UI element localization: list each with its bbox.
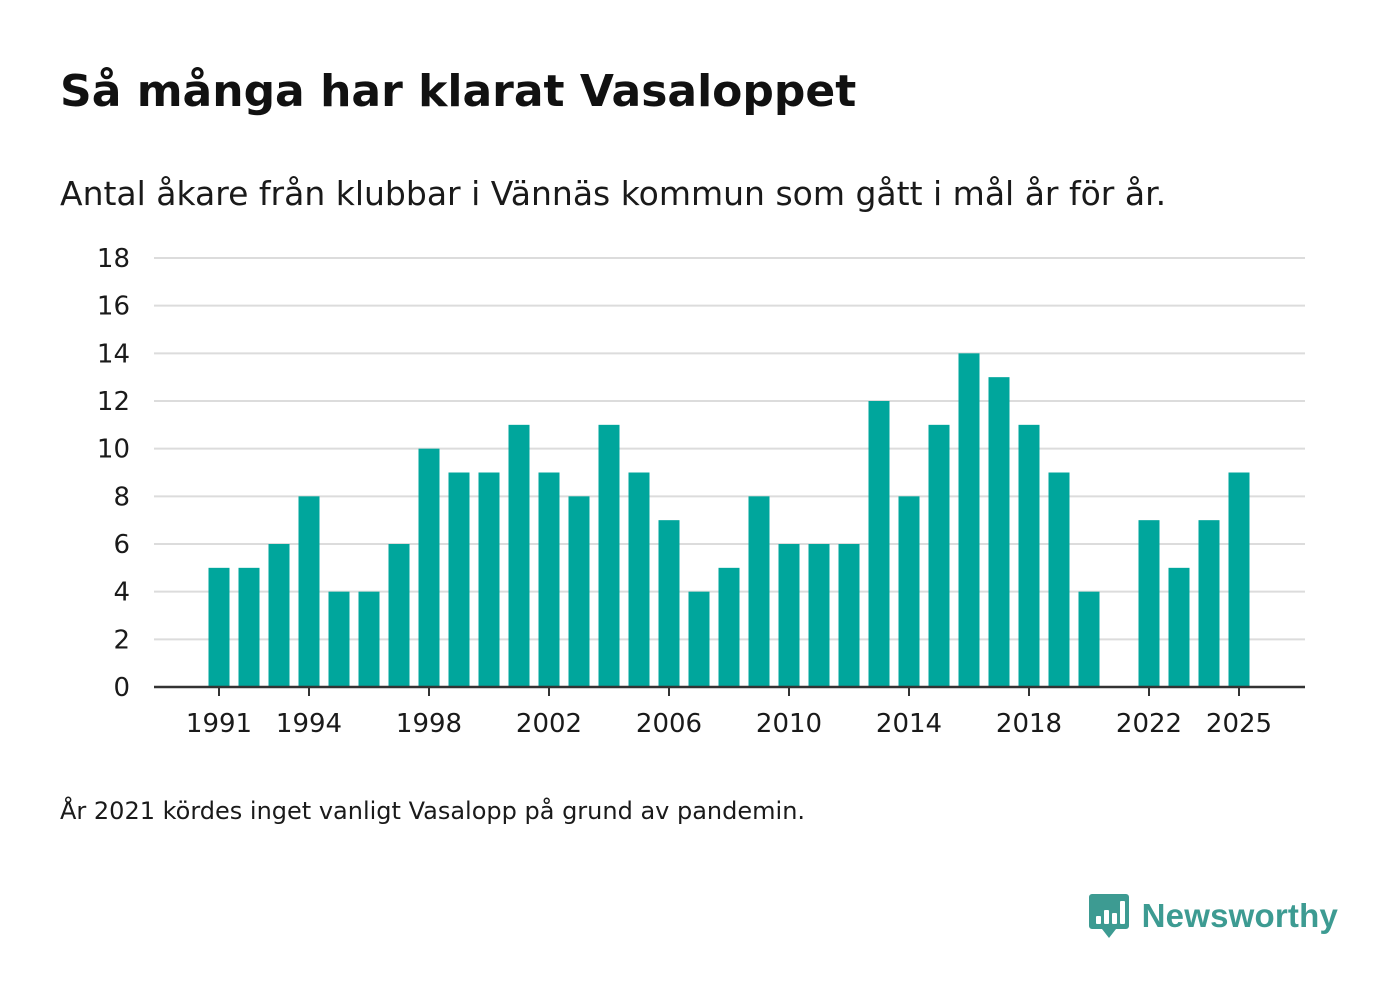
- bar-1992: [238, 567, 260, 687]
- bar-2013: [868, 401, 890, 687]
- bar-2017: [988, 377, 1010, 687]
- x-axis-tick-labels: 1991 1994 1998 2002 2006 2010 2014 2018 2022 2025: [186, 709, 1272, 739]
- bar-1996: [358, 591, 380, 687]
- bar-2007: [688, 591, 710, 687]
- x-tick-label-1991: 1991: [186, 709, 252, 739]
- bar-2025: [1228, 472, 1250, 687]
- x-tick-label-2006: 2006: [636, 709, 702, 739]
- bar-2014: [898, 496, 920, 687]
- x-tick-label-1998: 1998: [396, 709, 462, 739]
- bar-2015: [928, 424, 950, 687]
- brand-logo[interactable]: Newsworthy: [1088, 892, 1338, 940]
- bar-2008: [718, 567, 740, 687]
- x-tick-label-2025: 2025: [1206, 709, 1272, 739]
- bar-2020: [1078, 591, 1100, 687]
- x-tick-label-2018: 2018: [996, 709, 1062, 739]
- bar-2022: [1138, 520, 1160, 687]
- bar-2004: [598, 424, 620, 687]
- bar-2006: [658, 520, 680, 687]
- bar-1993: [268, 544, 290, 687]
- bar-1995: [328, 591, 350, 687]
- bar-2012: [838, 544, 860, 687]
- y-tick-label-4: 4: [113, 578, 130, 608]
- chart-subtitle: Antal åkare från klubbar i Vännäs kommun…: [60, 174, 1167, 213]
- x-tick-label-2002: 2002: [516, 709, 582, 739]
- bar-2003: [568, 496, 590, 687]
- x-tick-label-2022: 2022: [1116, 709, 1182, 739]
- footnote: År 2021 kördes inget vanligt Vasalopp på…: [60, 797, 806, 825]
- x-tick-label-2014: 2014: [876, 709, 942, 739]
- y-tick-label-12: 12: [97, 387, 130, 417]
- bar-2024: [1198, 520, 1220, 687]
- bar-2001: [508, 424, 530, 687]
- bar-1998: [418, 448, 440, 687]
- bar-2000: [478, 472, 500, 687]
- bar-2009: [748, 496, 770, 687]
- y-tick-label-6: 6: [113, 530, 130, 560]
- bar-1991: [208, 567, 230, 687]
- bar-2002: [538, 472, 560, 687]
- x-axis: [154, 685, 1305, 696]
- y-tick-label-14: 14: [97, 339, 130, 369]
- y-tick-label-10: 10: [97, 435, 130, 465]
- bars: [208, 353, 1250, 687]
- bar-1994: [298, 496, 320, 687]
- bar-1999: [448, 472, 470, 687]
- brand-name: Newsworthy: [1141, 897, 1338, 934]
- y-tick-label-2: 2: [113, 625, 130, 655]
- y-tick-label-18: 18: [97, 244, 130, 274]
- chart-title: Så många har klarat Vasaloppet: [60, 66, 857, 117]
- x-tick-label-2010: 2010: [756, 709, 822, 739]
- bar-2023: [1168, 567, 1190, 687]
- bar-2005: [628, 472, 650, 687]
- y-tick-label-0: 0: [113, 673, 130, 703]
- bar-chart-speech-bubble-icon: [1088, 894, 1129, 938]
- y-axis-tick-labels: 0 2 4 6 8 10 12 14 16 18: [97, 244, 130, 703]
- bar-2011: [808, 544, 830, 687]
- bar-2018: [1018, 424, 1040, 687]
- x-tick-label-1994: 1994: [276, 709, 342, 739]
- bar-1997: [388, 544, 410, 687]
- y-tick-label-16: 16: [97, 292, 130, 322]
- bar-2016: [958, 353, 980, 687]
- bar-2019: [1048, 472, 1070, 687]
- bar-2010: [778, 544, 800, 687]
- grid-lines: [154, 257, 1305, 641]
- y-tick-label-8: 8: [113, 482, 130, 512]
